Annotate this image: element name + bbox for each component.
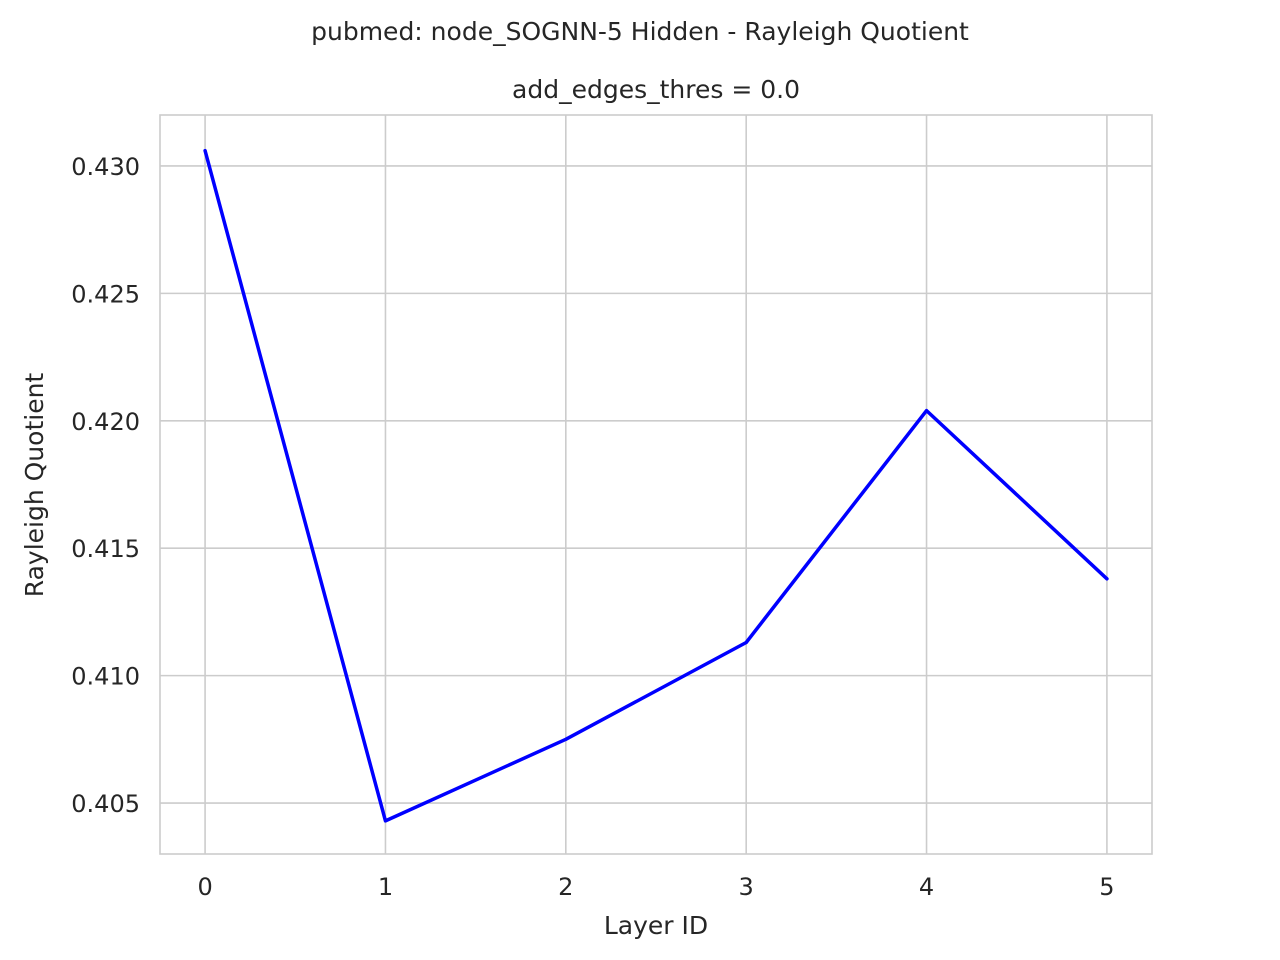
x-axis-label: Layer ID: [604, 911, 708, 940]
y-tick-labels: 0.405 0.410 0.415 0.420 0.425 0.430: [71, 153, 140, 818]
y-tick-label: 0.425: [71, 280, 140, 308]
data-point: [564, 737, 568, 741]
data-point: [383, 819, 387, 823]
chart-title: add_edges_thres = 0.0: [512, 75, 800, 104]
y-axis-label: Rayleigh Quotient: [20, 373, 49, 598]
grid-lines: [160, 115, 1152, 854]
y-tick-label: 0.410: [71, 663, 140, 691]
chart-suptitle: pubmed: node_SOGNN-5 Hidden - Rayleigh Q…: [311, 17, 969, 46]
y-tick-label: 0.420: [71, 408, 140, 436]
y-tick-label: 0.430: [71, 153, 140, 181]
data-point: [203, 149, 207, 153]
x-tick-label: 1: [378, 873, 393, 901]
y-tick-label: 0.415: [71, 535, 140, 563]
data-point: [744, 640, 748, 644]
x-tick-label: 0: [197, 873, 212, 901]
x-tick-label: 5: [1099, 873, 1114, 901]
x-tick-label: 2: [558, 873, 573, 901]
data-point: [1105, 577, 1109, 581]
series-layer: [203, 148, 1109, 823]
data-point: [925, 409, 929, 413]
x-tick-label: 4: [919, 873, 934, 901]
x-tick-labels: 0 1 2 3 4 5: [197, 873, 1114, 901]
plot-frame: [159, 114, 1153, 855]
y-tick-label: 0.405: [71, 790, 140, 818]
series-line-0: [203, 148, 1109, 823]
x-tick-label: 3: [739, 873, 754, 901]
